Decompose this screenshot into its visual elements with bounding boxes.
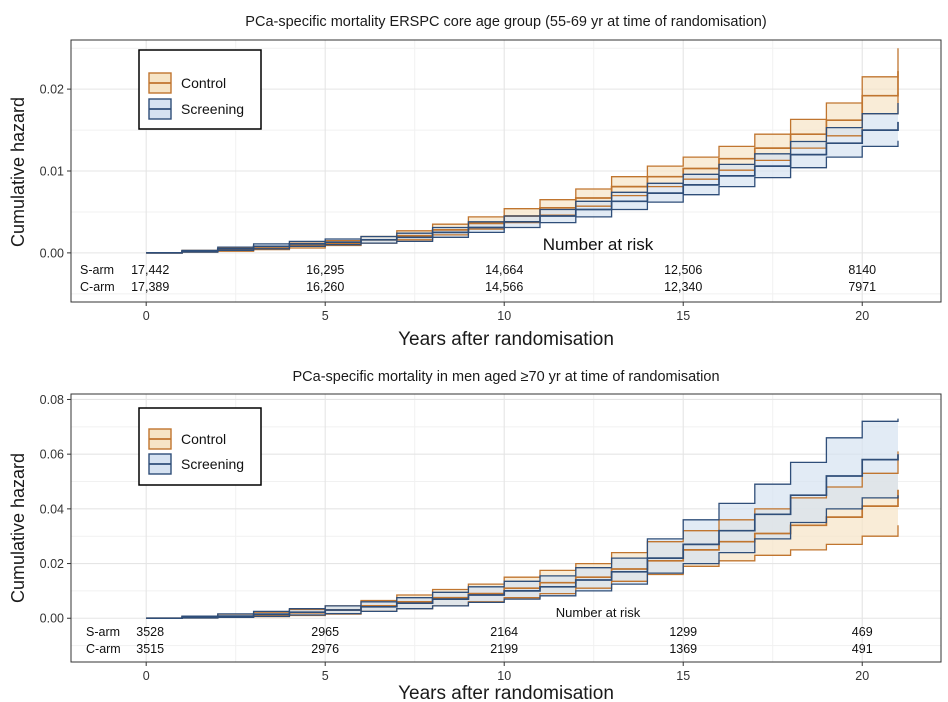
x-tick-label: 0 [143,669,150,683]
top-y-ticks: 0.00 0.01 0.02 [40,83,71,260]
x-tick-label: 5 [322,669,329,683]
risk-value-c-arm: 1369 [669,642,697,656]
x-tick-label: 15 [676,309,690,323]
ci-lower-line-screening [146,140,899,254]
bottom-x-axis-label: Years after randomisation [398,683,614,702]
top-legend-item-screening: Screening [148,98,244,120]
x-tick-label: 10 [497,309,511,323]
series-line-screening [146,454,899,620]
y-tick-label: 0.01 [40,165,64,179]
top-legend-label-screening: Screening [181,101,244,117]
risk-value-c-arm: 16,260 [306,280,344,294]
bottom-grid [71,394,941,662]
confidence-band-screening [146,418,898,619]
risk-value-s-arm: 2965 [311,625,339,639]
risk-value-s-arm: 1299 [669,625,697,639]
x-tick-label: 20 [855,669,869,683]
risk-value-s-arm: 2164 [490,625,518,639]
y-tick-label: 0.06 [40,448,64,462]
bottom-legend-item-screening: Screening [148,453,244,475]
confidence-band-control [146,48,898,253]
series-line-screening [146,121,899,254]
risk-value-s-arm: 469 [852,625,873,639]
bottom-risk-row-c-arm-label: C-arm [86,642,121,656]
x-tick-label: 15 [676,669,690,683]
risk-value-s-arm: 3528 [136,625,164,639]
top-chart-title: PCa-specific mortality ERSPC core age gr… [245,14,766,30]
top-x-axis-label: Years after randomisation [398,329,614,350]
bottom-x-ticks: 0 5 10 15 20 [143,662,869,683]
bottom-y-ticks: 0.00 0.02 0.04 0.06 0.08 [40,393,71,626]
risk-value-s-arm: 16,295 [306,263,344,277]
risk-value-c-arm: 7971 [848,280,876,294]
bottom-chart-panel: PCa-specific mortality in men aged ≥70 y… [8,369,942,702]
top-x-ticks: 0 5 10 15 20 [143,302,869,323]
ci-lower-line-screening [146,495,899,619]
top-risk-row-s-arm-label: S-arm [80,263,114,277]
risk-value-c-arm: 3515 [136,642,164,656]
x-tick-label: 20 [855,309,869,323]
risk-value-s-arm: 14,664 [485,263,523,277]
risk-value-c-arm: 2976 [311,642,339,656]
bottom-risk-table: Number at risk S-arm C-arm 3528 2965 2164 1… [86,605,873,656]
top-legend-item-control: Control [148,72,226,94]
bottom-chart-title: PCa-specific mortality in men aged ≥70 y… [292,369,719,385]
risk-value-c-arm: 14,566 [485,280,523,294]
x-tick-label: 10 [497,669,511,683]
top-risk-table-title: Number at risk [543,235,654,254]
top-risk-row-c-arm-label: C-arm [80,280,115,294]
bottom-series-lines [146,418,899,620]
y-tick-label: 0.02 [40,83,64,97]
y-tick-label: 0.04 [40,502,64,516]
risk-value-s-arm: 12,506 [664,263,702,277]
risk-value-c-arm: 2199 [490,642,518,656]
risk-value-c-arm: 491 [852,642,873,656]
top-risk-table: Number at risk S-arm C-arm 17,442 16,295 1… [80,235,876,294]
bottom-risk-table-title: Number at risk [556,605,641,620]
bottom-legend-label-control: Control [181,431,226,447]
y-tick-label: 0.02 [40,557,64,571]
x-tick-label: 0 [143,309,150,323]
bottom-y-axis-label: Cumulative hazard [8,453,28,603]
top-y-axis-label: Cumulative hazard [8,97,28,247]
y-tick-label: 0.00 [40,246,64,260]
risk-value-s-arm: 8140 [848,263,876,277]
risk-value-s-arm: 17,442 [131,263,169,277]
y-tick-label: 0.00 [40,612,64,626]
x-tick-label: 5 [322,309,329,323]
y-tick-label: 0.08 [40,393,64,407]
bottom-plot-border [70,393,942,663]
top-legend-label-control: Control [181,75,226,91]
top-legend: Control Screening [138,49,262,130]
risk-value-c-arm: 12,340 [664,280,702,294]
top-chart-panel: PCa-specific mortality ERSPC core age gr… [8,14,942,350]
bottom-legend-label-screening: Screening [181,456,244,472]
bottom-risk-row-s-arm-label: S-arm [86,625,120,639]
risk-value-c-arm: 17,389 [131,280,169,294]
bottom-legend: Control Screening [138,407,262,486]
bottom-legend-item-control: Control [148,428,226,450]
bottom-confidence-bands [146,418,898,619]
top-series-lines [146,48,899,254]
